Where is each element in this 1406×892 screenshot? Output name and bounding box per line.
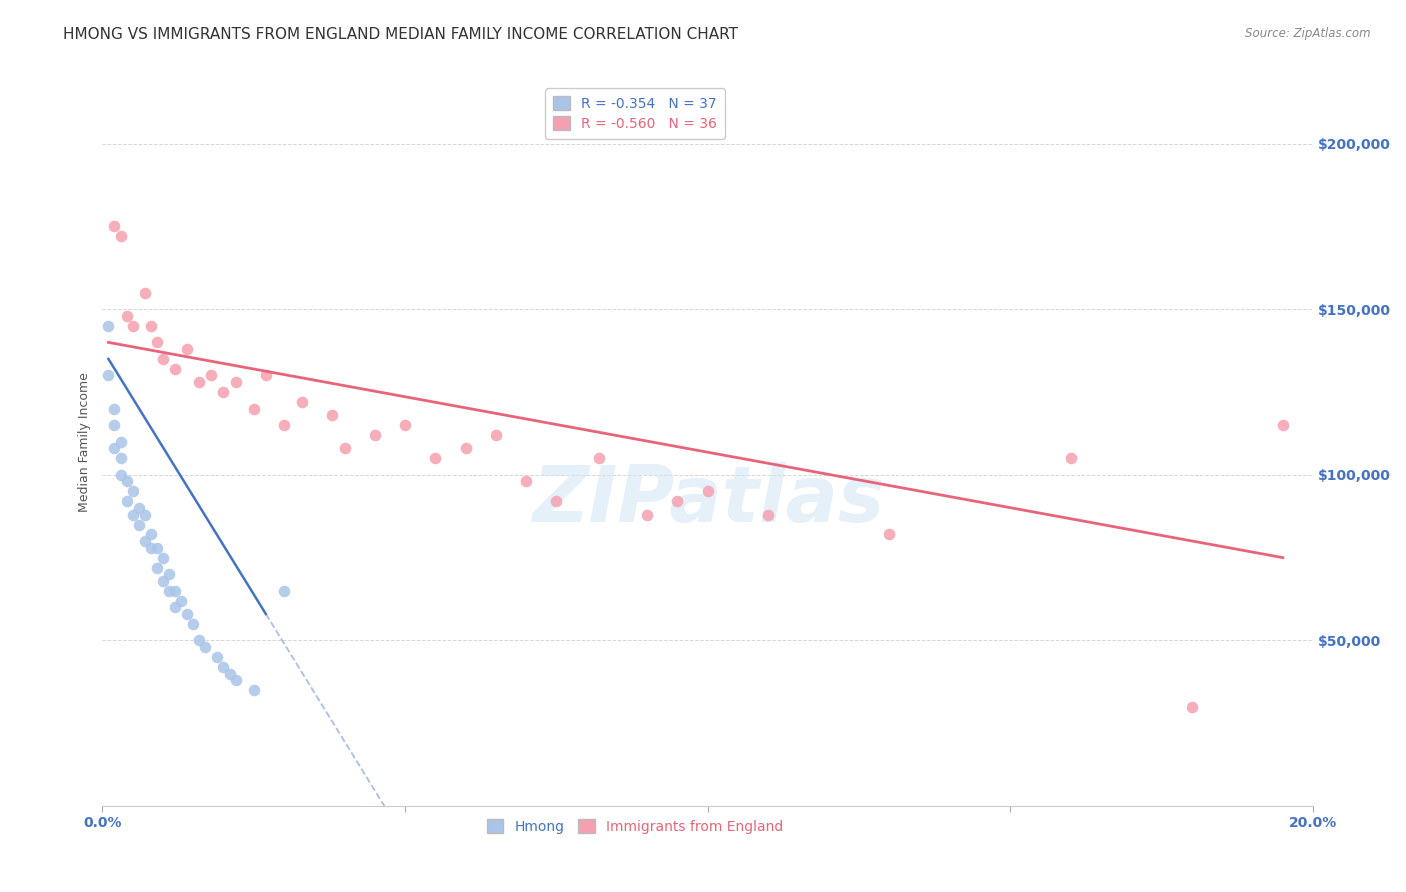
Point [636,508,658,522]
Point [254,368,277,383]
Point [273,583,295,598]
Y-axis label: Median Family Income: Median Family Income [79,372,91,512]
Point [666,494,689,508]
Point [121,508,143,522]
Point [97,318,120,333]
Point [1271,418,1294,433]
Point [291,395,314,409]
Point [200,368,222,383]
Point [225,375,247,389]
Point [425,451,447,466]
Point [152,351,174,366]
Point [485,428,508,442]
Point [157,583,180,598]
Point [121,484,143,499]
Point [454,442,477,456]
Text: HMONG VS IMMIGRANTS FROM ENGLAND MEDIAN FAMILY INCOME CORRELATION CHART: HMONG VS IMMIGRANTS FROM ENGLAND MEDIAN … [63,27,738,42]
Point [194,640,217,654]
Point [110,467,132,482]
Point [139,541,162,555]
Point [146,541,169,555]
Point [134,508,156,522]
Point [128,517,150,532]
Point [157,567,180,582]
Point [103,442,125,456]
Point [146,335,169,350]
Point [134,534,156,549]
Point [115,309,138,323]
Point [176,342,198,356]
Point [242,401,264,416]
Legend: Hmong, Immigrants from England: Hmong, Immigrants from England [481,814,789,839]
Point [121,318,143,333]
Text: Source: ZipAtlas.com: Source: ZipAtlas.com [1246,27,1371,40]
Point [333,442,356,456]
Point [212,660,235,674]
Point [139,527,162,541]
Point [139,318,162,333]
Point [242,683,264,698]
Point [146,560,169,574]
Point [321,409,343,423]
Point [696,484,718,499]
Point [163,583,186,598]
Point [176,607,198,621]
Point [170,593,193,607]
Point [588,451,610,466]
Point [756,508,779,522]
Point [152,574,174,588]
Point [879,527,901,541]
Point [110,434,132,449]
Point [188,633,211,648]
Point [163,600,186,615]
Point [103,219,125,234]
Point [515,475,537,489]
Point [188,375,211,389]
Point [273,418,295,433]
Text: ZIPatlas: ZIPatlas [531,462,884,538]
Point [152,550,174,565]
Point [115,475,138,489]
Point [97,368,120,383]
Point [128,500,150,515]
Point [110,229,132,244]
Point [103,418,125,433]
Point [181,616,204,631]
Point [364,428,387,442]
Point [1060,451,1083,466]
Point [212,385,235,400]
Point [115,494,138,508]
Point [546,494,568,508]
Point [225,673,247,688]
Point [103,401,125,416]
Point [134,285,156,300]
Point [207,650,229,665]
Point [1181,699,1204,714]
Point [163,362,186,376]
Point [110,451,132,466]
Point [218,666,240,681]
Point [394,418,416,433]
